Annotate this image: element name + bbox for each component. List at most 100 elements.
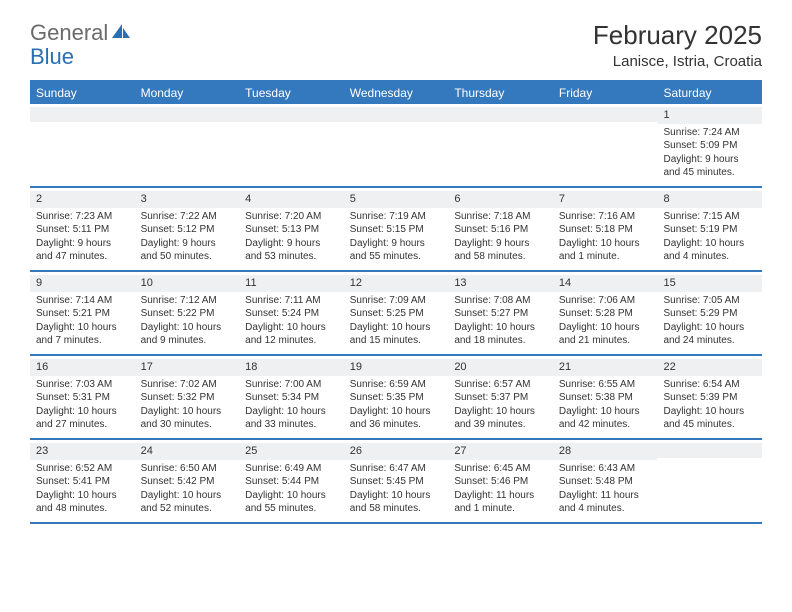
dow-row: Sunday Monday Tuesday Wednesday Thursday…	[30, 82, 762, 104]
day-number-row: 24	[135, 443, 240, 460]
week-row: 1Sunrise: 7:24 AMSunset: 5:09 PMDaylight…	[30, 104, 762, 188]
sunrise-text: Sunrise: 7:09 AM	[350, 294, 443, 308]
day-number-row: 20	[448, 359, 553, 376]
day-number: 25	[245, 445, 257, 457]
day-cell: 18Sunrise: 7:00 AMSunset: 5:34 PMDayligh…	[239, 356, 344, 438]
day-cell: 3Sunrise: 7:22 AMSunset: 5:12 PMDaylight…	[135, 188, 240, 270]
day-number-row	[657, 443, 762, 458]
sunset-text: Sunset: 5:27 PM	[454, 307, 547, 321]
day-number-row	[135, 107, 240, 122]
day-cell: 4Sunrise: 7:20 AMSunset: 5:13 PMDaylight…	[239, 188, 344, 270]
sunrise-text: Sunrise: 7:12 AM	[141, 294, 234, 308]
day-cell	[344, 104, 449, 186]
day-cell	[239, 104, 344, 186]
day-cell: 10Sunrise: 7:12 AMSunset: 5:22 PMDayligh…	[135, 272, 240, 354]
day-number-row: 5	[344, 191, 449, 208]
day-number-row: 1	[657, 107, 762, 124]
logo-text-general: General	[30, 20, 108, 46]
sunrise-text: Sunrise: 7:06 AM	[559, 294, 652, 308]
day-number: 11	[245, 277, 256, 289]
dow-saturday: Saturday	[657, 82, 762, 104]
day-cell: 2Sunrise: 7:23 AMSunset: 5:11 PMDaylight…	[30, 188, 135, 270]
day-cell: 1Sunrise: 7:24 AMSunset: 5:09 PMDaylight…	[657, 104, 762, 186]
daylight-text: Daylight: 10 hours and 4 minutes.	[663, 237, 756, 264]
day-number: 20	[454, 361, 466, 373]
sunset-text: Sunset: 5:46 PM	[454, 475, 547, 489]
day-number: 21	[559, 361, 571, 373]
day-cell: 19Sunrise: 6:59 AMSunset: 5:35 PMDayligh…	[344, 356, 449, 438]
day-cell: 22Sunrise: 6:54 AMSunset: 5:39 PMDayligh…	[657, 356, 762, 438]
sunset-text: Sunset: 5:28 PM	[559, 307, 652, 321]
daylight-text: Daylight: 9 hours and 55 minutes.	[350, 237, 443, 264]
day-cell: 20Sunrise: 6:57 AMSunset: 5:37 PMDayligh…	[448, 356, 553, 438]
sunset-text: Sunset: 5:24 PM	[245, 307, 338, 321]
dow-monday: Monday	[135, 82, 240, 104]
sunset-text: Sunset: 5:32 PM	[141, 391, 234, 405]
week-row: 9Sunrise: 7:14 AMSunset: 5:21 PMDaylight…	[30, 272, 762, 356]
day-number-row	[448, 107, 553, 122]
day-cell: 17Sunrise: 7:02 AMSunset: 5:32 PMDayligh…	[135, 356, 240, 438]
sunrise-text: Sunrise: 7:05 AM	[663, 294, 756, 308]
sunset-text: Sunset: 5:45 PM	[350, 475, 443, 489]
sunset-text: Sunset: 5:31 PM	[36, 391, 129, 405]
sunset-text: Sunset: 5:19 PM	[663, 223, 756, 237]
day-cell: 11Sunrise: 7:11 AMSunset: 5:24 PMDayligh…	[239, 272, 344, 354]
sunrise-text: Sunrise: 7:15 AM	[663, 210, 756, 224]
title-block: February 2025 Lanisce, Istria, Croatia	[593, 20, 762, 70]
sunset-text: Sunset: 5:18 PM	[559, 223, 652, 237]
day-cell: 27Sunrise: 6:45 AMSunset: 5:46 PMDayligh…	[448, 440, 553, 522]
day-number: 8	[663, 193, 669, 205]
day-cell: 24Sunrise: 6:50 AMSunset: 5:42 PMDayligh…	[135, 440, 240, 522]
day-number: 15	[663, 277, 675, 289]
day-cell: 26Sunrise: 6:47 AMSunset: 5:45 PMDayligh…	[344, 440, 449, 522]
sunrise-text: Sunrise: 7:11 AM	[245, 294, 338, 308]
day-cell	[553, 104, 658, 186]
day-number: 2	[36, 193, 42, 205]
daylight-text: Daylight: 10 hours and 55 minutes.	[245, 489, 338, 516]
sunset-text: Sunset: 5:38 PM	[559, 391, 652, 405]
day-cell: 7Sunrise: 7:16 AMSunset: 5:18 PMDaylight…	[553, 188, 658, 270]
day-cell: 25Sunrise: 6:49 AMSunset: 5:44 PMDayligh…	[239, 440, 344, 522]
daylight-text: Daylight: 10 hours and 30 minutes.	[141, 405, 234, 432]
sunset-text: Sunset: 5:16 PM	[454, 223, 547, 237]
weeks-container: 1Sunrise: 7:24 AMSunset: 5:09 PMDaylight…	[30, 104, 762, 524]
sunrise-text: Sunrise: 7:19 AM	[350, 210, 443, 224]
calendar: Sunday Monday Tuesday Wednesday Thursday…	[30, 80, 762, 524]
day-number: 23	[36, 445, 48, 457]
day-number-row: 3	[135, 191, 240, 208]
week-row: 16Sunrise: 7:03 AMSunset: 5:31 PMDayligh…	[30, 356, 762, 440]
sunrise-text: Sunrise: 7:08 AM	[454, 294, 547, 308]
sunrise-text: Sunrise: 7:18 AM	[454, 210, 547, 224]
day-number-row: 2	[30, 191, 135, 208]
sunrise-text: Sunrise: 7:00 AM	[245, 378, 338, 392]
sunrise-text: Sunrise: 7:14 AM	[36, 294, 129, 308]
daylight-text: Daylight: 10 hours and 33 minutes.	[245, 405, 338, 432]
day-cell	[657, 440, 762, 522]
day-cell: 23Sunrise: 6:52 AMSunset: 5:41 PMDayligh…	[30, 440, 135, 522]
sunset-text: Sunset: 5:11 PM	[36, 223, 129, 237]
daylight-text: Daylight: 10 hours and 1 minute.	[559, 237, 652, 264]
daylight-text: Daylight: 10 hours and 39 minutes.	[454, 405, 547, 432]
day-number-row: 8	[657, 191, 762, 208]
day-number-row: 4	[239, 191, 344, 208]
day-number: 14	[559, 277, 571, 289]
day-number-row: 27	[448, 443, 553, 460]
sunset-text: Sunset: 5:12 PM	[141, 223, 234, 237]
day-number-row: 13	[448, 275, 553, 292]
sunrise-text: Sunrise: 6:52 AM	[36, 462, 129, 476]
daylight-text: Daylight: 10 hours and 15 minutes.	[350, 321, 443, 348]
day-number-row: 15	[657, 275, 762, 292]
day-number-row: 25	[239, 443, 344, 460]
sunset-text: Sunset: 5:41 PM	[36, 475, 129, 489]
sunset-text: Sunset: 5:48 PM	[559, 475, 652, 489]
day-number-row: 6	[448, 191, 553, 208]
sunset-text: Sunset: 5:09 PM	[663, 139, 756, 153]
sunrise-text: Sunrise: 7:02 AM	[141, 378, 234, 392]
day-cell: 28Sunrise: 6:43 AMSunset: 5:48 PMDayligh…	[553, 440, 658, 522]
day-number: 9	[36, 277, 42, 289]
page-header: General February 2025 Lanisce, Istria, C…	[30, 20, 762, 70]
day-cell: 15Sunrise: 7:05 AMSunset: 5:29 PMDayligh…	[657, 272, 762, 354]
logo-text-blue: Blue	[30, 44, 74, 69]
day-number: 1	[663, 109, 669, 121]
daylight-text: Daylight: 9 hours and 58 minutes.	[454, 237, 547, 264]
